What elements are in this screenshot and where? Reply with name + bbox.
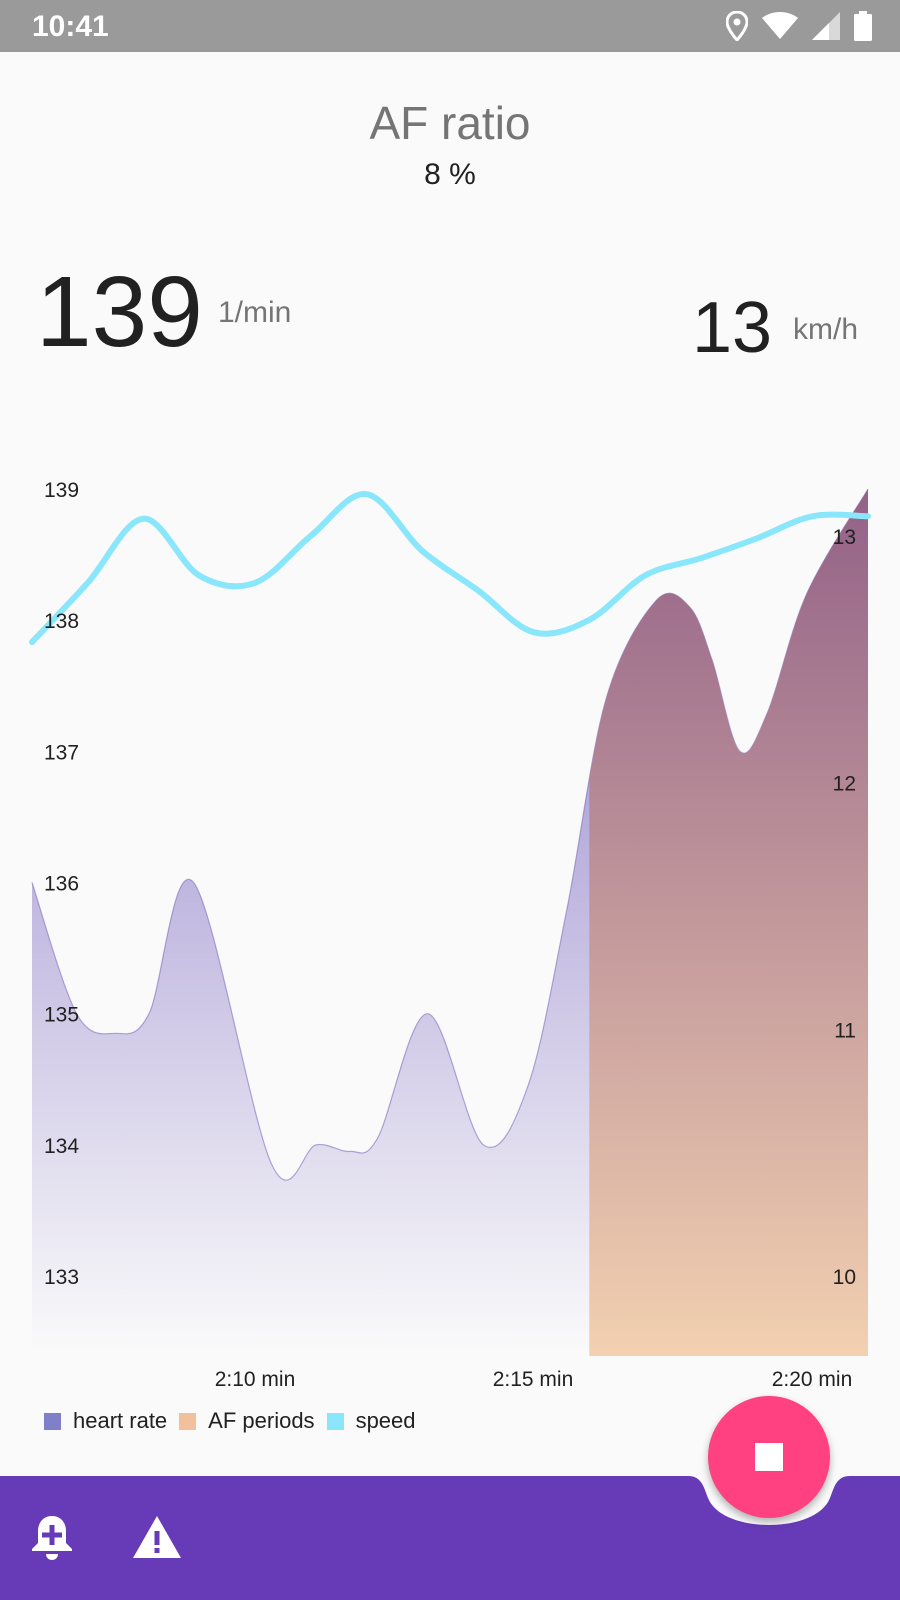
y-right-tick-label: 11 [834,1019,856,1042]
y-left-tick-label: 136 [44,873,79,896]
legend-item-speed: speed [326,1408,416,1434]
y-left-tick-label: 135 [44,1004,79,1027]
bottom-app-bar [0,1476,900,1600]
x-tick-label: 2:15 min [493,1368,574,1391]
y-left-tick-label: 138 [44,610,79,633]
heart-rate-unit: 1/min [218,296,292,329]
legend-item-af-periods: AF periods [179,1408,315,1434]
status-bar: 10:41 [0,0,900,52]
x-tick-label: 2:20 min [772,1368,853,1391]
battery-icon [854,11,872,41]
af-ratio-title: AF ratio [369,97,531,149]
warning-icon[interactable] [132,1514,182,1560]
y-right-tick-label: 10 [833,1266,856,1289]
heart-rate-line [31,488,869,1181]
y-left-tick-label: 139 [44,479,79,502]
y-right-tick-label: 13 [833,526,856,549]
y-right-tick-label: 12 [833,773,856,796]
stop-recording-button[interactable] [708,1396,830,1518]
legend-swatch-speed [326,1412,344,1430]
legend-swatch-heart-rate [44,1412,61,1430]
stop-icon [755,1443,783,1471]
legend-swatch-af-periods [179,1412,197,1430]
y-left-tick-label: 133 [44,1266,79,1289]
wifi-icon [762,12,798,39]
chart-legend: heart rate AF periods speed [44,1408,428,1434]
speed-value: 13 [692,288,773,368]
speed-line [29,491,871,646]
legend-item-heart-rate: heart rate [44,1408,167,1434]
signal-icon [812,12,840,40]
af-period-area [589,489,868,1356]
y-left-tick-label: 137 [44,741,79,764]
legend-label-af-periods: AF periods [208,1408,315,1433]
legend-label-heart-rate: heart rate [73,1408,168,1433]
legend-label-speed: speed [355,1408,416,1433]
af-ratio-value: 8 % [424,158,476,191]
y-left-tick-label: 134 [44,1135,79,1158]
heart-rate-value: 139 [36,256,203,368]
x-tick-label: 2:10 min [215,1368,296,1391]
speed-unit: km/h [793,313,859,346]
status-time: 10:41 [32,10,109,43]
status-icons [726,8,872,44]
add-alert-icon[interactable] [30,1513,74,1561]
location-icon [726,11,748,41]
